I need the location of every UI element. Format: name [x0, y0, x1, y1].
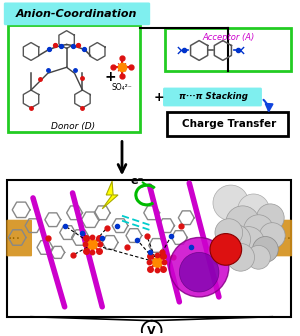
Text: SO₄²⁻: SO₄²⁻ — [112, 83, 132, 92]
Circle shape — [179, 252, 219, 292]
Circle shape — [244, 215, 273, 245]
Text: Anion-Coordination: Anion-Coordination — [16, 9, 137, 19]
FancyBboxPatch shape — [8, 25, 140, 132]
Circle shape — [215, 219, 243, 246]
Circle shape — [238, 194, 269, 226]
Circle shape — [256, 204, 284, 232]
FancyBboxPatch shape — [163, 88, 262, 107]
Text: Donor (D): Donor (D) — [52, 122, 96, 131]
Text: Charge Transfer: Charge Transfer — [182, 119, 276, 129]
Circle shape — [233, 227, 264, 258]
Text: Acceptor (A): Acceptor (A) — [203, 33, 255, 42]
Text: V: V — [147, 326, 156, 336]
Text: +: + — [104, 70, 116, 84]
FancyBboxPatch shape — [4, 2, 150, 25]
Circle shape — [253, 237, 278, 262]
Circle shape — [226, 206, 260, 240]
Text: ···: ··· — [278, 232, 291, 246]
Text: π···π Stacking: π···π Stacking — [178, 92, 248, 101]
Circle shape — [169, 238, 229, 297]
Circle shape — [208, 240, 234, 265]
Circle shape — [210, 234, 242, 265]
Text: +: + — [153, 91, 164, 104]
Circle shape — [221, 225, 250, 254]
FancyBboxPatch shape — [271, 220, 292, 256]
FancyBboxPatch shape — [167, 112, 288, 136]
FancyBboxPatch shape — [6, 220, 32, 256]
Circle shape — [247, 245, 270, 269]
Circle shape — [227, 244, 254, 271]
FancyBboxPatch shape — [7, 180, 291, 317]
Circle shape — [260, 223, 285, 248]
Polygon shape — [102, 181, 118, 209]
Text: e⁻: e⁻ — [130, 176, 143, 186]
Circle shape — [213, 185, 249, 221]
Text: ···: ··· — [7, 232, 20, 246]
FancyBboxPatch shape — [164, 28, 291, 71]
